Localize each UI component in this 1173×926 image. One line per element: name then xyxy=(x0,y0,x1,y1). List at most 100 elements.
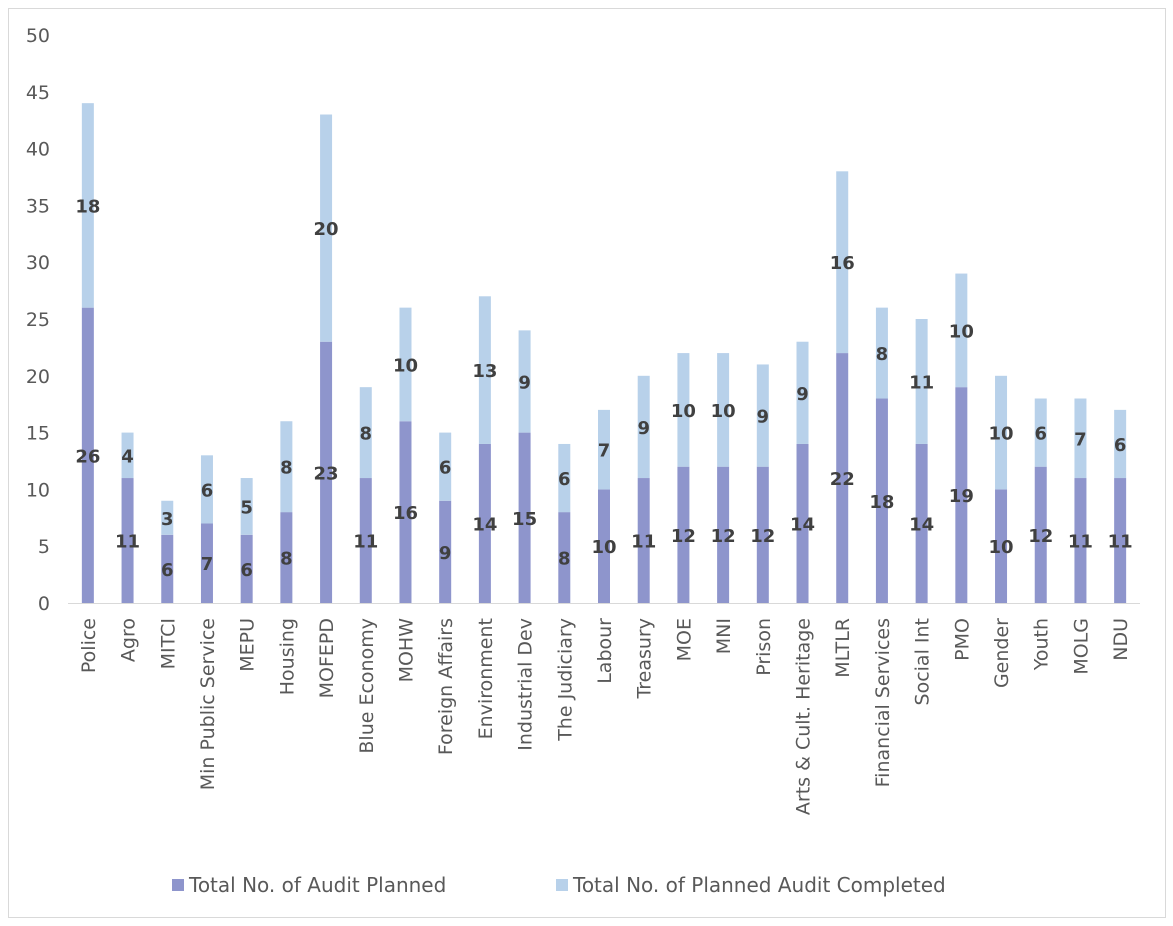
category-label: MOFEPD xyxy=(316,618,338,698)
bar-completed xyxy=(598,409,610,490)
data-label-planned: 15 xyxy=(512,509,537,530)
bar-completed xyxy=(796,341,809,444)
category-label: Blue Economy xyxy=(356,618,378,754)
bar-completed xyxy=(439,432,452,501)
y-tick-label: 25 xyxy=(26,309,50,331)
bar-completed xyxy=(1114,409,1127,479)
bar-completed xyxy=(240,478,253,535)
y-tick-label: 45 xyxy=(26,82,50,104)
bar-planned xyxy=(1034,466,1047,603)
data-label-completed: 5 xyxy=(240,497,253,518)
bar-planned xyxy=(637,478,650,603)
bar-planned xyxy=(1074,478,1087,603)
data-label-planned: 14 xyxy=(472,514,497,535)
data-label-completed: 10 xyxy=(989,424,1014,445)
data-label-planned: 11 xyxy=(353,532,378,553)
data-label-planned: 12 xyxy=(750,526,775,547)
bar-completed xyxy=(677,353,690,467)
data-label-completed: 10 xyxy=(949,321,974,342)
data-label-completed: 7 xyxy=(598,441,611,462)
bar-planned xyxy=(240,534,253,603)
bar-planned xyxy=(161,534,174,603)
legend-swatch xyxy=(172,879,184,891)
category-label: Foreign Affairs xyxy=(435,618,457,755)
category-label: MOHW xyxy=(395,618,417,683)
data-label-completed: 6 xyxy=(1034,424,1047,445)
data-label-completed: 8 xyxy=(280,458,293,479)
data-label-planned: 10 xyxy=(591,537,616,558)
y-tick-label: 15 xyxy=(26,423,50,445)
data-label-completed: 10 xyxy=(671,401,696,422)
bar-completed xyxy=(161,500,174,535)
data-label-planned: 10 xyxy=(989,537,1014,558)
category-label: The Judiciary xyxy=(554,618,576,742)
bar-planned xyxy=(320,341,333,603)
bar-planned xyxy=(1114,478,1127,603)
category-label: Industrial Dev xyxy=(515,618,537,751)
data-label-planned: 11 xyxy=(115,532,140,553)
bar-planned xyxy=(439,500,452,603)
bar-completed xyxy=(637,375,650,479)
data-label-completed: 11 xyxy=(909,372,934,393)
category-label: MOLG xyxy=(1070,618,1092,675)
data-label-planned: 6 xyxy=(240,560,253,581)
y-tick-label: 0 xyxy=(38,593,50,615)
data-label-completed: 6 xyxy=(1114,435,1127,456)
bar-completed xyxy=(756,364,769,467)
bar-planned xyxy=(955,387,968,603)
data-labels-layer: 26 18 11 4 6 3 7 6 6 5 8 8 23 20 11 8 16 10 9 6 14 13 15 9 8 6 10 7… xyxy=(75,196,1132,581)
category-label: MOE xyxy=(673,618,695,661)
bar-completed xyxy=(955,273,968,388)
y-tick-label: 40 xyxy=(26,139,50,161)
bar-completed xyxy=(717,353,730,467)
category-label: Labour xyxy=(594,618,616,684)
bar-completed xyxy=(558,443,571,513)
category-labels-layer: Police Agro MITCI Min Public Service MEPU Hou… xyxy=(78,618,1132,815)
category-label: Financial Services xyxy=(872,618,894,787)
bar-planned xyxy=(558,512,571,603)
y-tick-label: 10 xyxy=(26,479,50,501)
data-label-completed: 13 xyxy=(472,361,497,382)
bar-planned xyxy=(280,512,293,603)
bar-planned xyxy=(836,353,849,603)
bar-planned xyxy=(518,432,531,603)
data-label-completed: 10 xyxy=(711,401,736,422)
data-label-completed: 9 xyxy=(637,418,650,439)
bar-planned xyxy=(677,466,690,603)
category-label: Agro xyxy=(118,618,140,662)
data-label-completed: 10 xyxy=(393,355,418,376)
data-label-planned: 12 xyxy=(1028,526,1053,547)
legend-label: Total No. of Audit Planned xyxy=(188,873,446,897)
bar-planned xyxy=(756,466,769,603)
data-label-completed: 7 xyxy=(1074,429,1087,450)
bar-completed xyxy=(1034,398,1047,467)
category-label: Police xyxy=(78,618,100,673)
category-label: Environment xyxy=(475,618,497,739)
category-label: MNI xyxy=(713,618,735,654)
bar-completed xyxy=(200,455,213,524)
category-label: Gender xyxy=(991,618,1013,688)
bar-planned xyxy=(399,421,412,603)
data-label-completed: 20 xyxy=(314,219,339,240)
bar-completed xyxy=(81,103,94,308)
data-label-completed: 9 xyxy=(796,384,809,405)
category-label: MLTLR xyxy=(832,618,854,678)
bar-planned xyxy=(995,489,1008,603)
data-label-planned: 16 xyxy=(393,503,418,524)
category-label: Housing xyxy=(276,618,298,695)
bar-planned xyxy=(598,489,610,603)
legend-label: Total No. of Planned Audit Completed xyxy=(572,873,946,897)
data-label-completed: 9 xyxy=(518,372,531,393)
bar-completed xyxy=(478,296,491,444)
bar-completed xyxy=(121,432,134,479)
bar-planned xyxy=(200,523,213,603)
data-label-planned: 18 xyxy=(869,492,894,513)
data-label-planned: 19 xyxy=(949,486,974,507)
data-label-planned: 12 xyxy=(671,526,696,547)
data-label-completed: 8 xyxy=(360,424,373,445)
bar-completed xyxy=(875,307,888,399)
bar-planned xyxy=(915,443,928,603)
data-label-completed: 3 xyxy=(161,509,174,530)
data-label-planned: 11 xyxy=(1068,532,1093,553)
category-label: Arts & Cult. Heritage xyxy=(793,618,815,815)
